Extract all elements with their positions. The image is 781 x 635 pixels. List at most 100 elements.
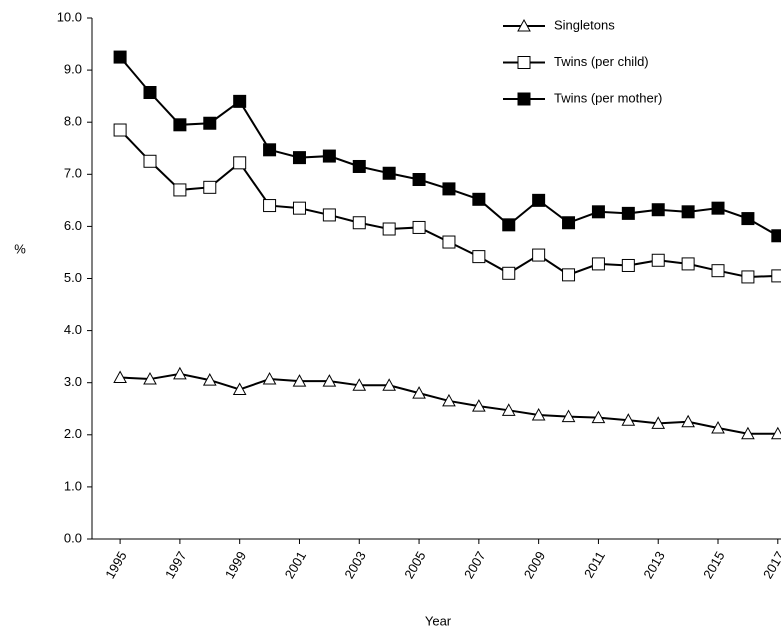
x-tick-label: 1997: [162, 549, 189, 582]
data-point: [203, 116, 217, 130]
legend-marker: [517, 18, 531, 32]
x-tick-label: 2003: [341, 549, 368, 582]
data-point: [113, 123, 127, 137]
data-point: [382, 378, 397, 391]
data-point: [412, 173, 426, 187]
legend-label: Singletons: [554, 17, 615, 32]
data-point: [562, 268, 576, 282]
data-point: [741, 270, 755, 284]
x-tick-label: 1995: [102, 549, 129, 582]
data-point: [202, 373, 217, 386]
legend-label: Twins (per child): [554, 54, 649, 69]
data-point: [501, 403, 516, 416]
x-tick-label: 2005: [401, 549, 428, 582]
data-point: [143, 372, 157, 385]
series-line: [119, 56, 779, 237]
legend-marker: [517, 56, 531, 69]
data-point: [472, 250, 486, 264]
data-point: [263, 199, 277, 213]
data-point: [591, 410, 606, 424]
data-point: [143, 86, 157, 100]
data-point: [531, 407, 546, 421]
data-point: [382, 166, 396, 180]
data-point: [562, 216, 576, 230]
x-axis-label: Year: [425, 613, 452, 628]
legend-label: Twins (per mother): [554, 90, 662, 105]
x-tick-label: 2001: [282, 549, 309, 582]
data-point: [771, 269, 781, 283]
x-tick-label: 2007: [461, 549, 488, 582]
data-point: [352, 216, 366, 230]
x-tick-label: 1999: [222, 549, 249, 582]
data-point: [232, 382, 247, 395]
y-tick-label: 6.0: [64, 218, 82, 233]
data-point: [233, 156, 247, 170]
data-point: [352, 159, 366, 173]
data-point: [442, 235, 456, 249]
data-point: [591, 205, 605, 219]
data-point: [322, 208, 336, 222]
data-point: [532, 248, 546, 262]
legend-marker: [517, 92, 531, 106]
data-point: [322, 149, 336, 163]
data-point: [322, 374, 337, 387]
y-tick-label: 2.0: [64, 426, 82, 441]
data-point: [262, 372, 277, 385]
y-tick-label: 9.0: [64, 62, 82, 77]
data-point: [711, 420, 725, 434]
data-point: [113, 50, 127, 64]
data-point: [173, 183, 187, 197]
data-point: [591, 257, 605, 271]
data-point: [771, 229, 781, 243]
y-tick-label: 8.0: [64, 114, 82, 129]
data-point: [681, 205, 695, 219]
data-point: [233, 94, 247, 108]
y-tick-label: 5.0: [64, 270, 82, 285]
data-point: [382, 222, 396, 236]
data-point: [651, 253, 665, 267]
data-point: [681, 257, 695, 271]
y-tick-label: 10.0: [57, 9, 82, 24]
series-line: [119, 129, 778, 278]
y-tick-label: 3.0: [64, 374, 82, 389]
data-point: [711, 264, 725, 278]
data-point: [412, 386, 426, 399]
data-point: [472, 399, 486, 412]
data-point: [741, 212, 755, 226]
data-point: [113, 370, 127, 383]
data-point: [173, 118, 187, 132]
data-point: [352, 378, 367, 391]
data-point: [502, 266, 516, 280]
data-point: [532, 193, 546, 207]
data-point: [412, 220, 426, 234]
y-tick-label: 0.0: [64, 530, 82, 545]
x-tick-label: 2017: [760, 549, 781, 582]
data-point: [263, 143, 277, 157]
data-point: [561, 409, 576, 423]
y-tick-label: 7.0: [64, 166, 82, 181]
data-point: [292, 201, 306, 215]
data-point: [173, 366, 187, 380]
data-point: [292, 151, 306, 165]
data-point: [472, 192, 486, 206]
data-point: [143, 154, 157, 168]
data-point: [651, 416, 666, 429]
y-tick-label: 1.0: [64, 478, 82, 493]
data-point: [621, 258, 635, 272]
y-axis-label: %: [14, 241, 26, 256]
x-tick-label: 2015: [700, 549, 727, 582]
data-point: [681, 414, 695, 428]
data-point: [442, 182, 456, 196]
data-point: [502, 218, 516, 232]
data-point: [741, 426, 755, 440]
data-point: [442, 393, 456, 407]
x-tick-label: 2013: [640, 549, 667, 582]
data-point: [621, 413, 636, 426]
data-point: [651, 203, 665, 217]
data-point: [203, 180, 217, 194]
y-tick-label: 4.0: [64, 322, 82, 337]
x-tick-label: 2011: [581, 549, 608, 581]
data-point: [621, 206, 635, 220]
x-tick-label: 2009: [521, 549, 548, 582]
